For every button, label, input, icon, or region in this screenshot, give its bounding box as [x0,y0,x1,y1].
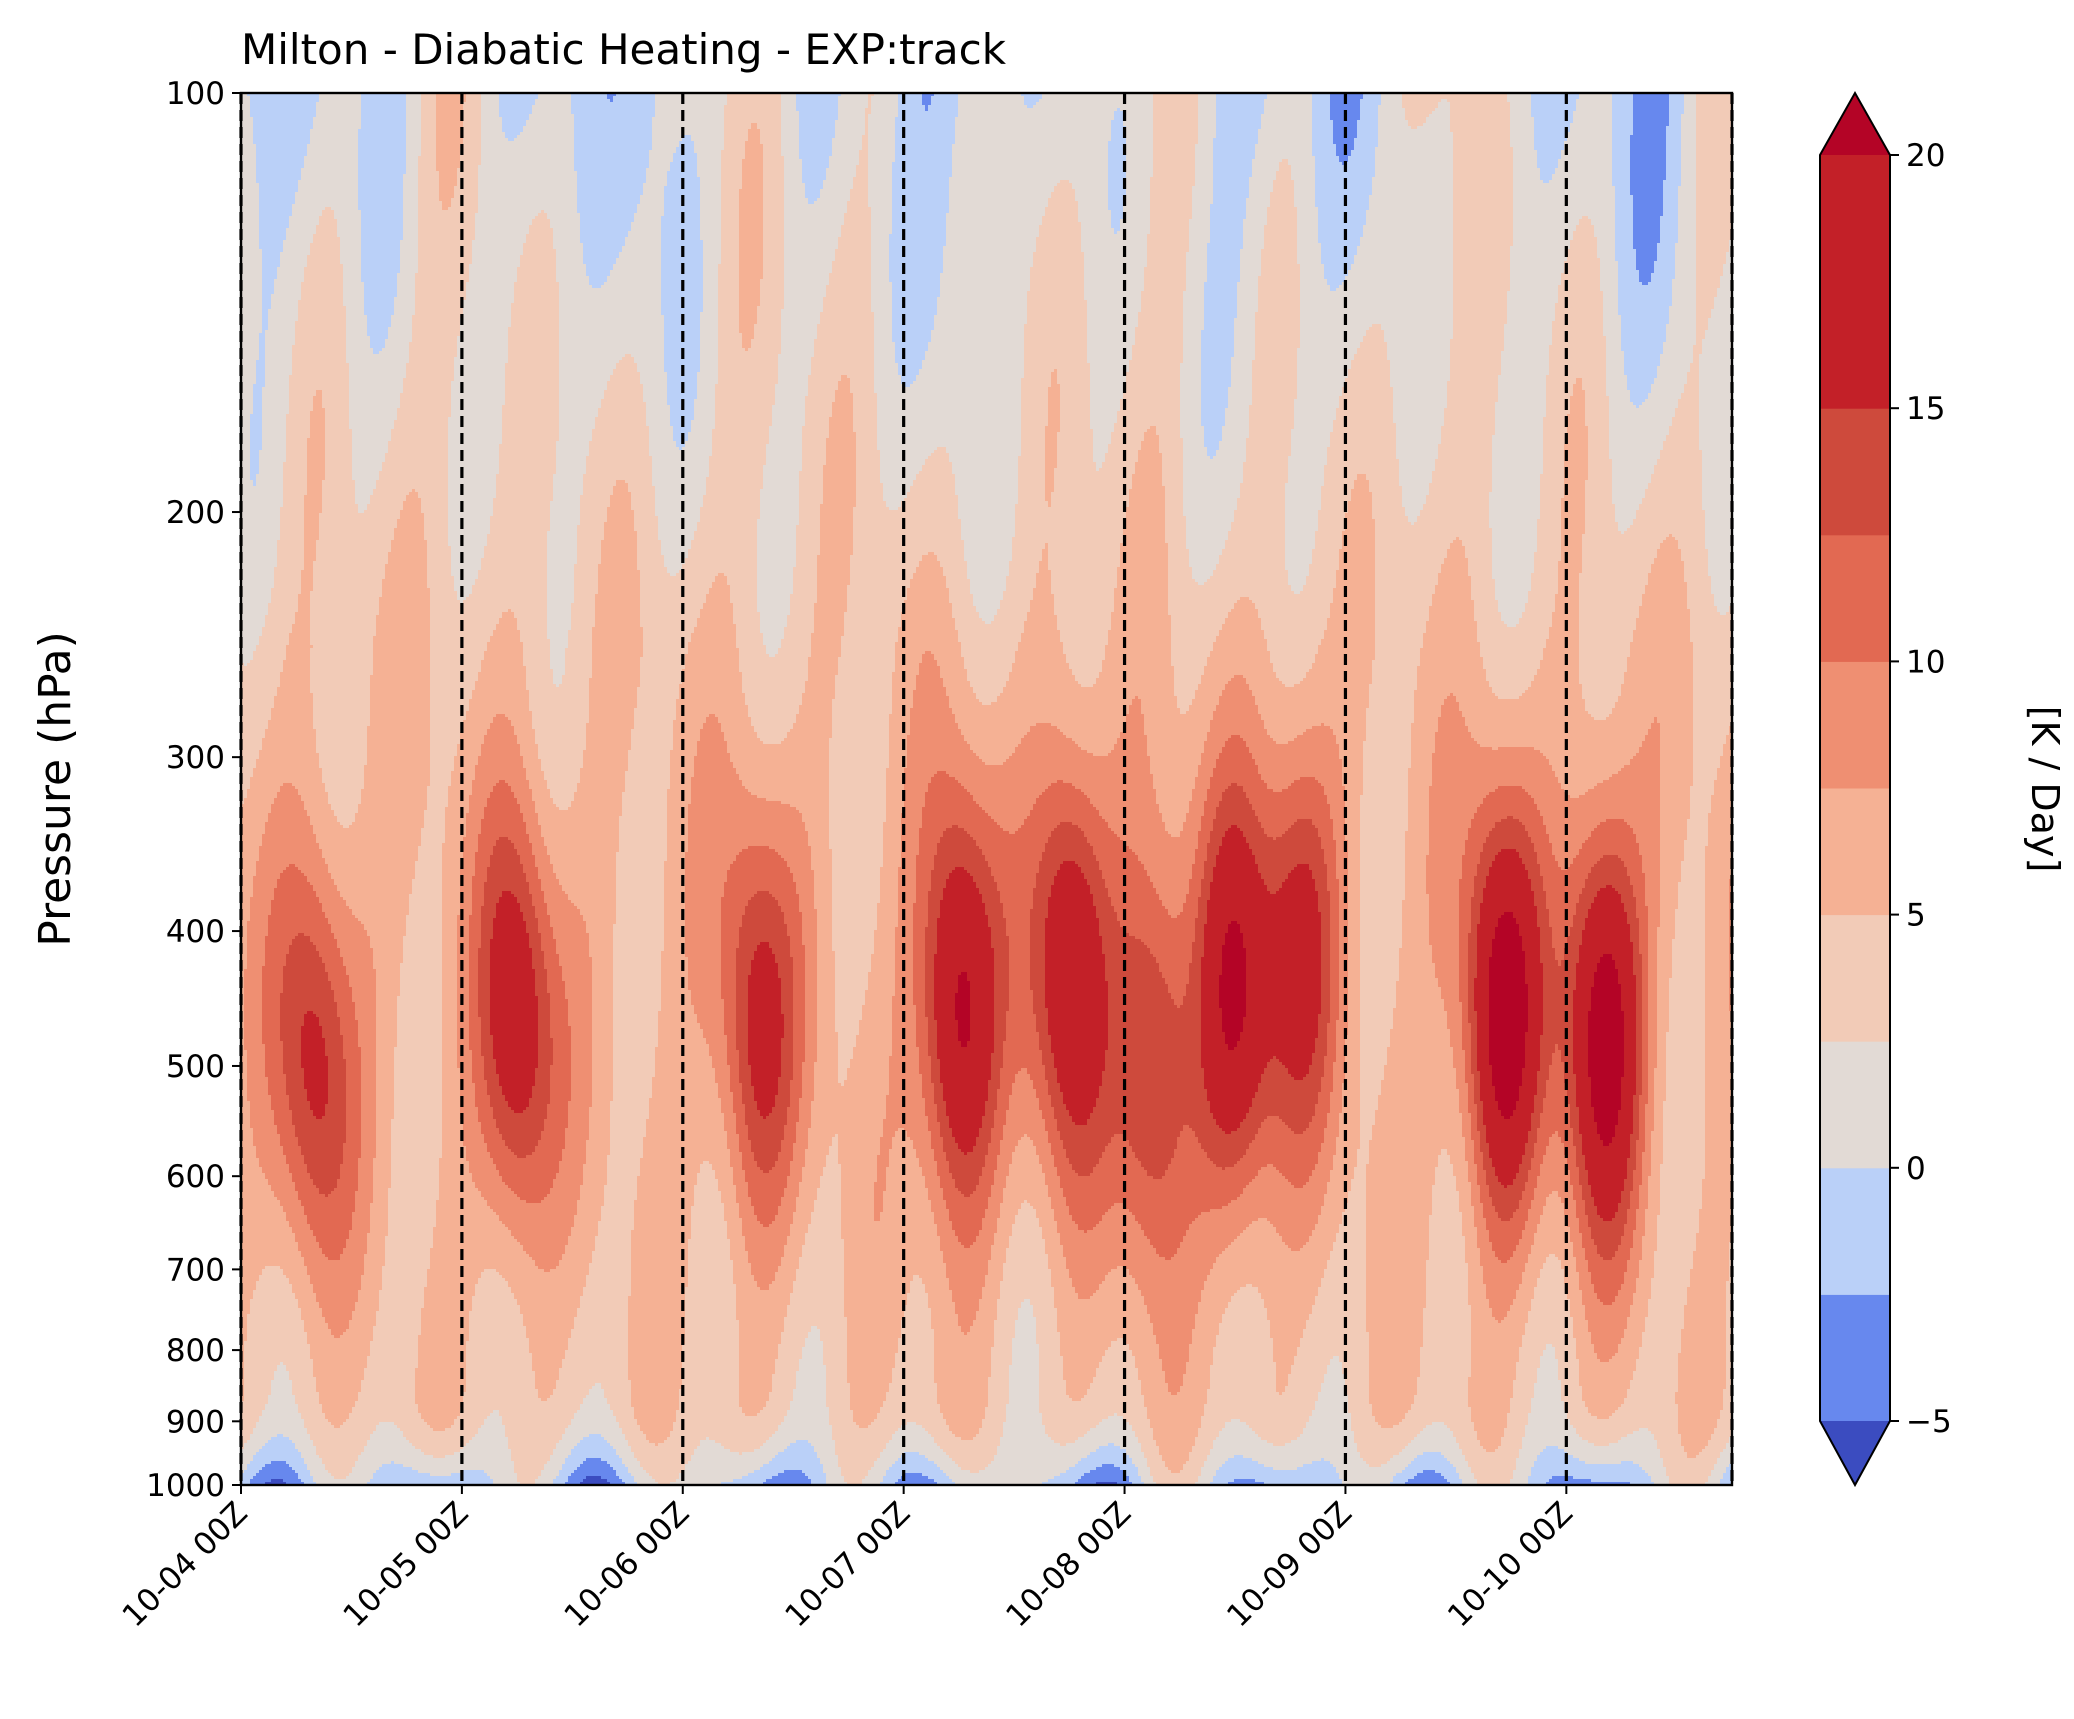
contour-field [241,93,1733,1486]
chart-title: Milton - Diabatic Heating - EXP:track [241,25,1007,74]
